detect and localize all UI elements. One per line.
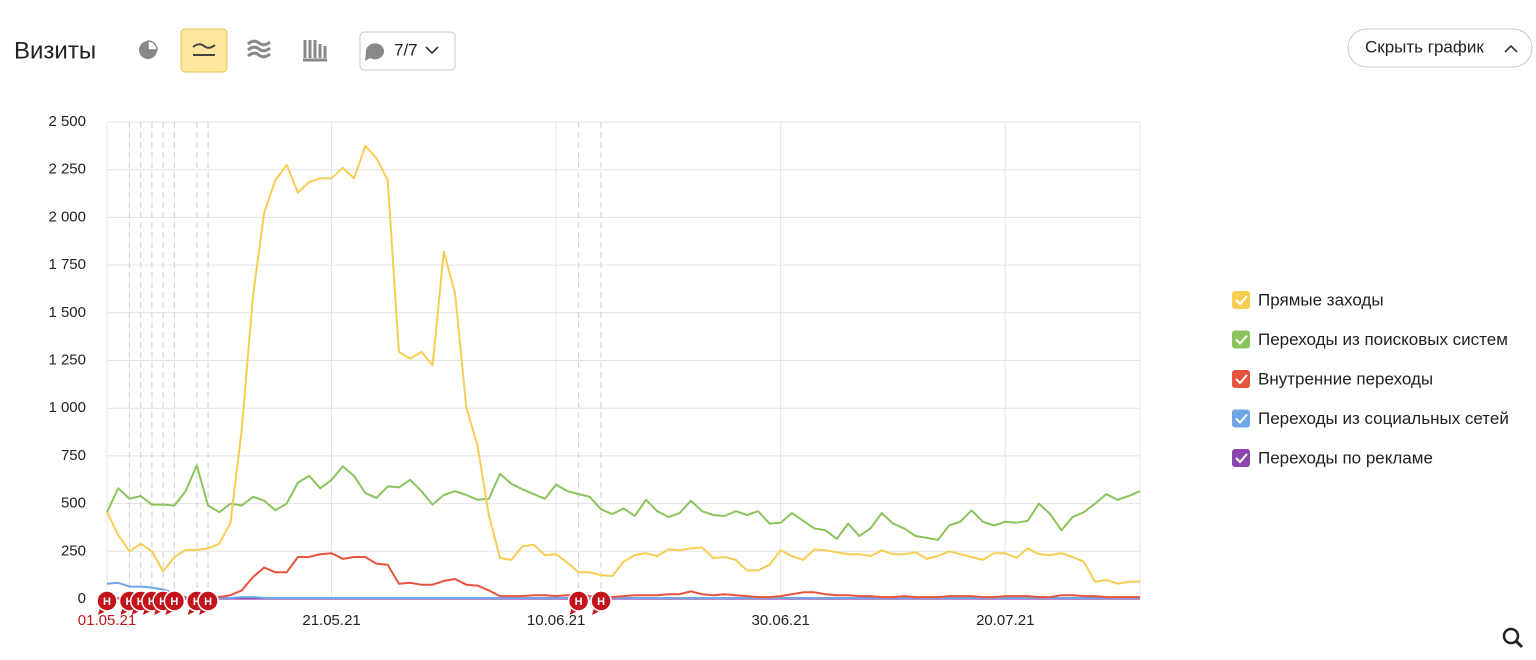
x-tick-label: 30.06.21: [752, 612, 810, 629]
chart-type-pie[interactable]: [139, 40, 158, 59]
legend-checkbox[interactable]: [1232, 330, 1250, 349]
filter-button[interactable]: 7/7: [359, 31, 456, 71]
search-button[interactable]: [1502, 627, 1524, 649]
series-line: [107, 552, 1140, 599]
chart-type-bar[interactable]: [303, 40, 327, 62]
y-tick-label: 1 000: [48, 399, 86, 416]
holiday-marker: [590, 590, 612, 612]
chart-type-line[interactable]: [180, 28, 228, 73]
holiday-marker: [569, 608, 578, 615]
y-tick-label: 750: [61, 447, 86, 464]
holiday-label: Н: [204, 596, 212, 608]
holiday-marker: [163, 590, 186, 612]
filter-label: 7/7: [394, 40, 418, 59]
holiday-marker: [197, 590, 219, 612]
legend-check: [1235, 453, 1248, 464]
legend-label[interactable]: Переходы из социальных сетей: [1258, 409, 1509, 428]
legend-label[interactable]: Внутренние переходы: [1258, 369, 1433, 388]
legend-check: [1235, 295, 1248, 306]
legend-label[interactable]: Переходы по рекламе: [1258, 448, 1433, 467]
y-tick-label: 2 250: [48, 161, 86, 178]
legend-label[interactable]: Прямые заходы: [1258, 290, 1384, 309]
y-tick-label: 500: [61, 495, 86, 512]
hide-chart-button[interactable]: Скрыть график: [1347, 28, 1533, 68]
holiday-marker: [567, 590, 590, 612]
holiday-label: Н: [575, 596, 583, 608]
y-tick-label: 250: [61, 542, 86, 559]
y-tick-label: 1 500: [48, 304, 86, 321]
holiday-label: Н: [597, 596, 605, 608]
holiday-marker: [98, 608, 106, 615]
legend-checkbox[interactable]: [1232, 370, 1250, 388]
y-tick-label: 1 250: [48, 351, 86, 368]
holiday-marker: [199, 608, 208, 615]
y-tick-label: 0: [78, 590, 86, 607]
series-line: [106, 464, 1141, 541]
legend-check: [1235, 374, 1248, 385]
series-line: [106, 144, 1140, 585]
holiday-marker: [154, 608, 163, 615]
holiday-marker: [187, 608, 196, 615]
holiday-label: Н: [148, 596, 156, 608]
legend-check: [1235, 413, 1248, 424]
holiday-marker: [120, 608, 129, 615]
series-line: [106, 581, 1140, 599]
holiday-label: Н: [103, 596, 111, 608]
y-tick-label: 2 000: [48, 208, 86, 225]
x-tick-label: 20.07.21: [976, 612, 1034, 629]
holiday-label: Н: [137, 596, 145, 608]
x-tick-label: 10.06.21: [527, 612, 585, 629]
panel-title: Визиты: [14, 37, 96, 64]
legend-checkbox[interactable]: [1232, 449, 1250, 467]
hide-chart-label: Скрыть график: [1365, 37, 1484, 56]
holiday-label: Н: [193, 596, 201, 608]
y-tick-label: 1 750: [48, 256, 86, 273]
x-tick-label: 21.05.21: [302, 612, 360, 629]
legend-label[interactable]: Переходы из поисковых систем: [1258, 330, 1508, 349]
legend-check: [1235, 334, 1248, 345]
x-tick-label: 01.05.21: [78, 612, 136, 629]
holiday-marker: [142, 608, 151, 615]
legend-checkbox[interactable]: [1232, 291, 1250, 309]
holiday-marker: [592, 608, 601, 615]
holiday-marker: [96, 590, 118, 612]
holiday-label: Н: [170, 596, 178, 608]
y-tick-label: 2 500: [48, 113, 86, 130]
holiday-marker: [131, 608, 140, 615]
chart-type-area[interactable]: [247, 39, 271, 59]
legend-checkbox[interactable]: [1232, 409, 1250, 428]
holiday-marker: [165, 608, 174, 615]
holiday-label: Н: [125, 596, 133, 608]
holiday-label: Н: [159, 596, 167, 608]
